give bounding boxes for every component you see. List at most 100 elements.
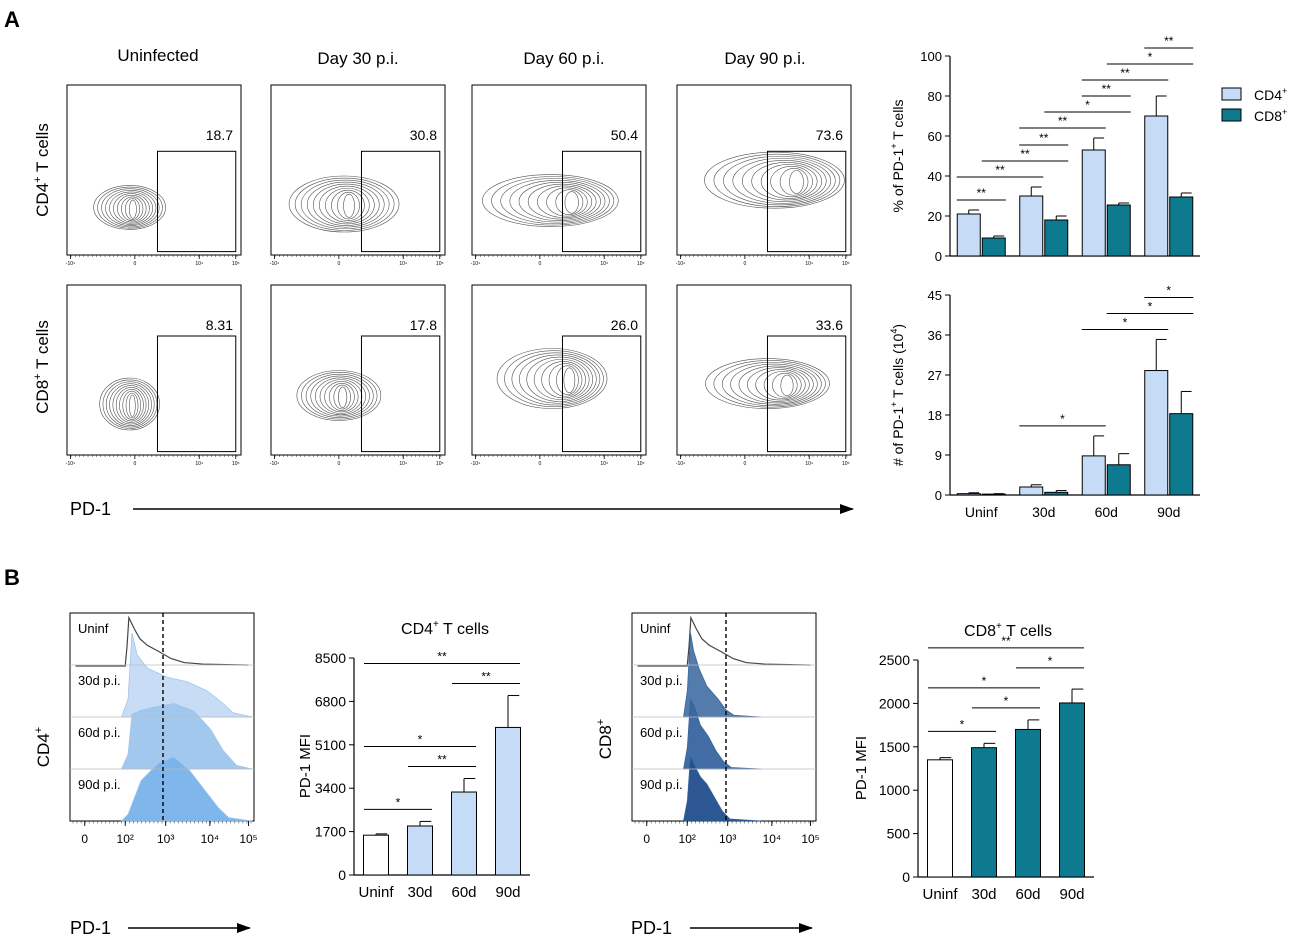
flow-tick-label: -10⁴ (676, 461, 685, 467)
flow-plot-frame (471, 284, 647, 456)
flow-contour (312, 183, 380, 226)
flow-plot-frame (66, 84, 242, 256)
y-tick-label: 18 (928, 408, 942, 423)
bar-mfi-30d (971, 747, 997, 878)
flow-gate (766, 335, 847, 453)
significance-marker: ** (1102, 82, 1112, 96)
flow-contour (730, 363, 818, 405)
flow-tick-label: -10⁴ (270, 461, 279, 467)
svg-text:CD4+ T cells: CD4+ T cells (32, 123, 52, 217)
y-tick-label: 9 (935, 448, 942, 463)
flow-contour (481, 174, 619, 227)
x-tick-label: 30d (1032, 504, 1055, 520)
hist-row-1-fill (120, 632, 253, 718)
flow-tick-label: 10⁴ (195, 261, 203, 267)
y-tick-label: 20 (928, 209, 942, 224)
flow-plot-frame (676, 84, 852, 256)
flow-gate (766, 150, 847, 253)
flow-contour (306, 181, 385, 228)
flow-contour (109, 191, 153, 225)
row-label-cd4-sup: + (32, 176, 44, 182)
flow-contour (109, 383, 152, 426)
flow-contour (789, 170, 804, 194)
ylabel-part: % of PD-1 (890, 148, 906, 212)
flow-contour (300, 179, 390, 230)
flow-tick-label: 10⁵ (436, 261, 444, 267)
flow-contour (294, 177, 395, 231)
flow-plot-frame (270, 284, 446, 456)
bar-mfi-30d (407, 825, 433, 876)
y-tick-label: 8500 (315, 650, 346, 666)
title-part: T cells (439, 621, 489, 638)
hist-tick-label: 0 (643, 832, 650, 846)
bar-cd8-Uninf (981, 237, 1006, 257)
legend-cd4-sup: + (1282, 86, 1287, 96)
flow-tick-label: 0 (133, 261, 136, 267)
ylabel-part: T cells (10 (890, 333, 906, 401)
significance-marker: ** (995, 163, 1005, 177)
flow-gate (360, 335, 441, 453)
flow-plot-r1-c0: 8.31 -10⁴ 0 10⁴ 10⁵ (66, 284, 242, 467)
flow-plot-r1-c2: 26.0 -10⁴ 0 10⁴ 10⁵ (471, 284, 647, 467)
flow-gate (561, 150, 642, 253)
row-label-cd8-base: CD8 (33, 380, 52, 414)
flow-contour (93, 185, 166, 230)
flow-tick-label: 10⁵ (232, 461, 240, 467)
title-sup: + (433, 619, 439, 630)
flow-plot-r1-c3: 33.6 -10⁴ 0 10⁴ 10⁵ (676, 284, 852, 467)
hist-tick-label: 10⁵ (239, 832, 257, 846)
hist-row-label: 90d p.i. (78, 777, 121, 792)
flow-plot-r1-c1: 17.8 -10⁴ 0 10⁴ 10⁵ (270, 284, 446, 467)
flow-tick-label: 10⁴ (600, 261, 608, 267)
significance-marker: * (396, 795, 401, 809)
flow-plot-frame (66, 284, 242, 456)
flow-gate (360, 150, 441, 253)
significance-marker: * (960, 717, 965, 731)
bar-mfi-60d (451, 791, 477, 876)
y-tick-label: 1700 (315, 824, 346, 840)
hist-tick-label: 10³ (157, 832, 174, 846)
flow-contour (325, 187, 370, 223)
flow-contour (310, 375, 370, 417)
bar-cd8-30d (1044, 219, 1069, 257)
flow-contour (763, 371, 802, 399)
chart-pct-ylabel-text: % of PD-1+ T cells (889, 100, 906, 213)
hist-tick-label: 10² (679, 832, 696, 846)
significance-marker: ** (1020, 147, 1030, 161)
y-tick-label: 6800 (315, 693, 346, 709)
flow-contour (296, 370, 382, 421)
significance-marker: ** (1058, 114, 1068, 128)
col-header-day60: Day 60 p.i. (523, 49, 604, 68)
svg-text:CD8+: CD8+ (595, 719, 615, 759)
y-tick-label: 2500 (879, 652, 910, 668)
y-tick-label: 2000 (879, 695, 910, 711)
flow-gate-value: 18.7 (206, 127, 233, 143)
flow-contour (331, 189, 365, 221)
flow-tick-label: 10⁴ (600, 461, 608, 467)
flow-contour (337, 191, 360, 220)
significance-marker: ** (1120, 66, 1130, 80)
flow-contour (741, 159, 827, 203)
legend-label-cd4: CD4+ (1254, 86, 1287, 103)
chart-pct-ylabel: % of PD-1+ T cells (889, 100, 906, 213)
bar-mfi-90d (495, 726, 521, 876)
flow-contour (491, 176, 615, 226)
flow-contour (738, 365, 814, 404)
hist-row-label: Uninf (78, 621, 109, 636)
chart-ylabel: PD-1 MFI (297, 734, 314, 798)
y-tick-label: 60 (928, 129, 942, 144)
hist-row-label: Uninf (640, 621, 671, 636)
flow-contour (112, 385, 150, 425)
bar-cd8-60d (1106, 204, 1131, 257)
x-tick-label: 90d (1059, 886, 1084, 903)
flow-tick-label: -10⁴ (66, 461, 75, 467)
flow-contour (713, 360, 826, 408)
hist-cd4-ylabel-base: CD4 (34, 733, 53, 767)
flow-contour (751, 162, 822, 201)
flow-tick-label: 10⁴ (195, 461, 203, 467)
significance-marker: * (982, 674, 987, 688)
y-tick-label: 5100 (315, 737, 346, 753)
ylabel-part: # of PD-1 (890, 407, 906, 466)
